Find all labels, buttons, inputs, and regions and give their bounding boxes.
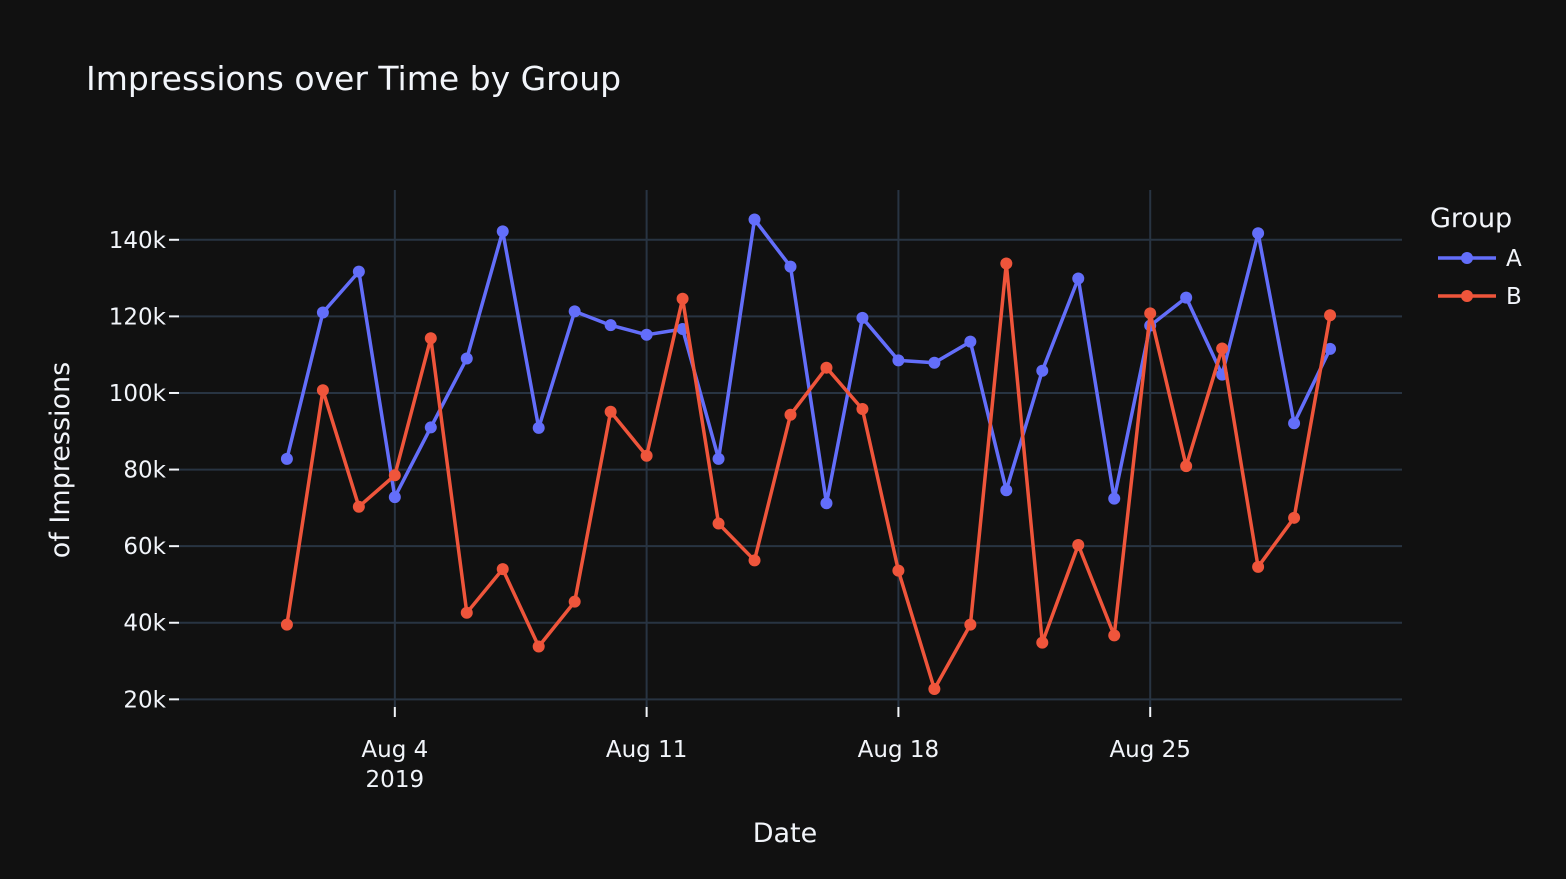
x-tick-label: Aug 18 bbox=[858, 737, 940, 763]
x-tick-label: Aug 11 bbox=[606, 737, 688, 763]
legend: Group AB bbox=[1430, 203, 1522, 310]
data-point[interactable] bbox=[1288, 511, 1301, 524]
series-layer bbox=[280, 213, 1337, 696]
legend-title: Group bbox=[1430, 203, 1512, 234]
data-point[interactable] bbox=[568, 595, 581, 608]
data-point[interactable] bbox=[748, 213, 761, 226]
data-point[interactable] bbox=[280, 618, 293, 631]
data-point[interactable] bbox=[1072, 272, 1085, 285]
data-point[interactable] bbox=[532, 421, 545, 434]
data-point[interactable] bbox=[892, 564, 905, 577]
x-tick-label: Aug 4 bbox=[361, 737, 428, 763]
data-point[interactable] bbox=[424, 332, 437, 345]
data-point[interactable] bbox=[1252, 227, 1265, 240]
data-point[interactable] bbox=[892, 354, 905, 367]
series-a bbox=[280, 213, 1337, 510]
y-axis-ticks: 20k 40k 60k 80k 100k 120k 140k bbox=[109, 228, 167, 714]
data-point[interactable] bbox=[1036, 364, 1049, 377]
data-point[interactable] bbox=[604, 319, 617, 332]
data-point[interactable] bbox=[1324, 342, 1337, 355]
x-axis-title: Date bbox=[753, 818, 818, 849]
x-tick-label: Aug 25 bbox=[1109, 737, 1191, 763]
data-point[interactable] bbox=[928, 356, 941, 369]
data-point[interactable] bbox=[820, 497, 833, 510]
data-point[interactable] bbox=[496, 225, 509, 238]
data-point[interactable] bbox=[856, 311, 869, 324]
y-tick-label: 40k bbox=[123, 611, 166, 637]
data-point[interactable] bbox=[1216, 342, 1229, 355]
legend-swatch-marker bbox=[1461, 290, 1473, 302]
y-axis-title: of Impressions bbox=[45, 362, 76, 558]
data-point[interactable] bbox=[1000, 484, 1013, 497]
data-point[interactable] bbox=[712, 517, 725, 530]
y-tick-label: 140k bbox=[109, 228, 167, 254]
data-point[interactable] bbox=[1252, 560, 1265, 573]
data-point[interactable] bbox=[748, 554, 761, 567]
data-point[interactable] bbox=[1180, 291, 1193, 304]
series-b bbox=[280, 257, 1337, 696]
data-point[interactable] bbox=[316, 384, 329, 397]
y-tick-label: 60k bbox=[123, 534, 166, 560]
y-tick-label: 80k bbox=[123, 458, 166, 484]
data-point[interactable] bbox=[568, 305, 581, 318]
series-line bbox=[285, 261, 1332, 691]
data-point[interactable] bbox=[496, 563, 509, 576]
chart-title: Impressions over Time by Group bbox=[86, 59, 621, 98]
data-point[interactable] bbox=[928, 683, 941, 696]
data-point[interactable] bbox=[388, 491, 401, 504]
y-tick-label: 20k bbox=[123, 687, 166, 713]
y-tick-label: 120k bbox=[109, 304, 167, 330]
y-tick-label: 100k bbox=[109, 381, 167, 407]
legend-item-b[interactable]: B bbox=[1438, 284, 1522, 310]
data-point[interactable] bbox=[1324, 309, 1337, 322]
data-point[interactable] bbox=[784, 260, 797, 273]
data-point[interactable] bbox=[1108, 492, 1121, 505]
legend-item-a[interactable]: A bbox=[1438, 246, 1522, 272]
data-point[interactable] bbox=[964, 618, 977, 631]
data-point[interactable] bbox=[1000, 257, 1013, 270]
data-point[interactable] bbox=[280, 452, 293, 465]
data-point[interactable] bbox=[460, 352, 473, 365]
data-point[interactable] bbox=[316, 306, 329, 319]
data-point[interactable] bbox=[784, 408, 797, 421]
data-point[interactable] bbox=[1180, 460, 1193, 473]
data-point[interactable] bbox=[1036, 636, 1049, 649]
data-point[interactable] bbox=[1144, 307, 1157, 320]
data-point[interactable] bbox=[1072, 539, 1085, 552]
data-point[interactable] bbox=[820, 361, 833, 374]
data-point[interactable] bbox=[856, 403, 869, 416]
data-point[interactable] bbox=[712, 452, 725, 465]
x-tick-sublabel: 2019 bbox=[366, 767, 425, 793]
data-point[interactable] bbox=[424, 421, 437, 434]
data-point[interactable] bbox=[640, 449, 653, 462]
legend-label: A bbox=[1506, 246, 1522, 272]
legend-label: B bbox=[1506, 284, 1522, 310]
data-point[interactable] bbox=[460, 606, 473, 619]
data-point[interactable] bbox=[964, 335, 977, 348]
data-point[interactable] bbox=[352, 265, 365, 278]
data-point[interactable] bbox=[388, 469, 401, 482]
data-point[interactable] bbox=[604, 405, 617, 418]
data-point[interactable] bbox=[676, 292, 689, 305]
data-point[interactable] bbox=[1108, 629, 1121, 642]
data-point[interactable] bbox=[640, 328, 653, 341]
series-line bbox=[285, 217, 1332, 506]
x-axis-ticks: Aug 4 2019 Aug 11 Aug 18 Aug 25 bbox=[361, 737, 1191, 793]
legend-swatch-marker bbox=[1461, 252, 1473, 264]
data-point[interactable] bbox=[1288, 417, 1301, 430]
data-point[interactable] bbox=[532, 640, 545, 653]
data-point[interactable] bbox=[352, 500, 365, 513]
